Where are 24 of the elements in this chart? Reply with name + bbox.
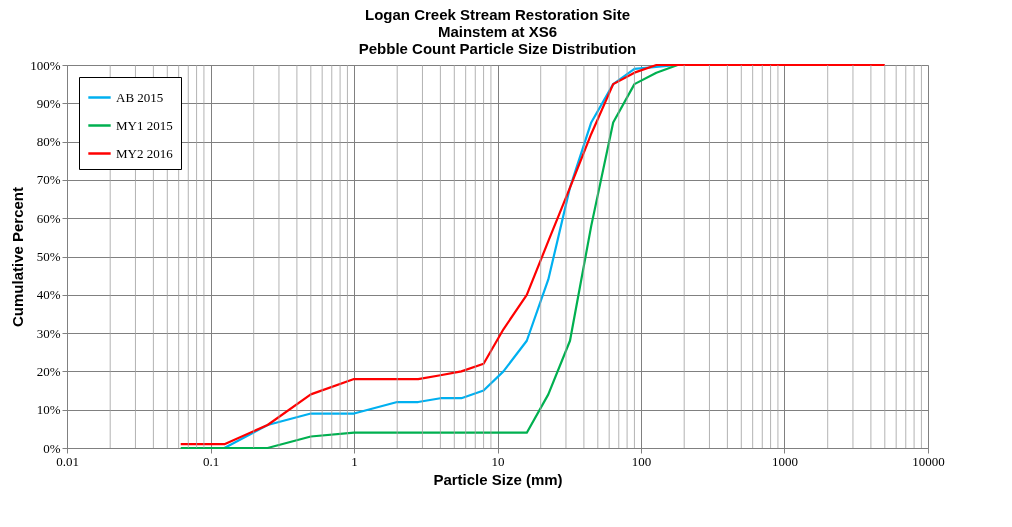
y-tick-label: 90% xyxy=(36,95,61,111)
y-tick-label: 10% xyxy=(36,402,61,418)
y-tick-label: 70% xyxy=(36,172,61,188)
y-tick-label: 30% xyxy=(36,325,61,341)
x-tick-label: 10 xyxy=(491,453,505,469)
y-tick-label: 100% xyxy=(30,57,61,73)
x-tick-label: 0.01 xyxy=(56,453,79,469)
y-tick-label: 40% xyxy=(36,287,61,303)
x-tick-label: 1 xyxy=(351,453,358,469)
y-tick-label: 50% xyxy=(36,249,61,264)
x-tick-label: 0.1 xyxy=(202,453,220,469)
y-tick-label: 0% xyxy=(43,440,61,456)
x-tick-label: 100 xyxy=(631,453,652,469)
legend-label: AB 2015 xyxy=(116,89,164,105)
x-tick-label: 10000 xyxy=(912,453,945,469)
y-tick-label: 80% xyxy=(36,134,61,150)
chart-title: Logan Creek Stream Restoration Site Mainstem at XS6 Pebble Count Particle Size Distribution xyxy=(358,6,637,57)
y-tick-label: 20% xyxy=(36,363,61,379)
legend-label: MY1 2015 xyxy=(116,117,173,133)
y-tick-label: 60% xyxy=(36,210,61,226)
x-axis-title: Particle Size (mm) xyxy=(433,470,563,488)
legend-label: MY2 2016 xyxy=(116,145,174,161)
y-axis-title: Cumulative Percent xyxy=(9,186,27,328)
x-tick-label: 1000 xyxy=(772,453,798,469)
